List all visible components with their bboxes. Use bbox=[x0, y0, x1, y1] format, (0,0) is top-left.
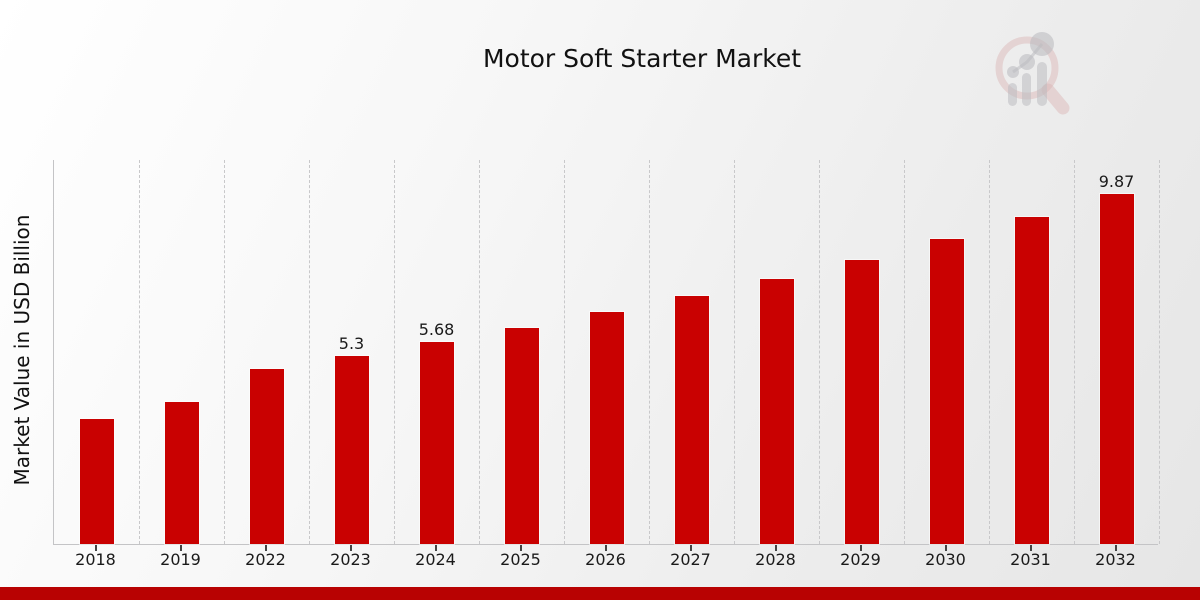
gridline bbox=[1159, 160, 1160, 544]
gridline bbox=[139, 160, 140, 544]
bar-2023 bbox=[334, 356, 369, 544]
bar-2030 bbox=[929, 239, 964, 544]
x-tick-label: 2022 bbox=[245, 550, 286, 569]
gridline bbox=[989, 160, 990, 544]
x-tick-label: 2027 bbox=[670, 550, 711, 569]
x-tick-label: 2023 bbox=[330, 550, 371, 569]
bar-2026 bbox=[589, 312, 624, 544]
magnifier-bar-chart-logo-icon bbox=[995, 32, 1070, 115]
bar-2022 bbox=[249, 369, 284, 544]
footer-accent-bar bbox=[0, 587, 1200, 600]
x-axis-tick bbox=[264, 545, 267, 551]
x-axis-tick bbox=[604, 545, 607, 551]
x-axis-tick bbox=[944, 545, 947, 551]
x-axis-tick bbox=[1114, 545, 1117, 551]
x-tick-label: 2018 bbox=[75, 550, 116, 569]
gridline bbox=[309, 160, 310, 544]
bar-2028 bbox=[759, 279, 794, 544]
x-tick-label: 2019 bbox=[160, 550, 201, 569]
bar-2019 bbox=[164, 402, 199, 544]
gridline bbox=[224, 160, 225, 544]
x-axis-tick bbox=[774, 545, 777, 551]
gridline bbox=[1074, 160, 1075, 544]
x-tick-label: 2032 bbox=[1095, 550, 1136, 569]
x-tick-label: 2030 bbox=[925, 550, 966, 569]
gridline bbox=[819, 160, 820, 544]
x-tick-label: 2025 bbox=[500, 550, 541, 569]
gridline bbox=[394, 160, 395, 544]
x-axis-tick bbox=[519, 545, 522, 551]
bar-value-label: 5.3 bbox=[338, 334, 365, 353]
x-axis-tick bbox=[689, 545, 692, 551]
bar-2032 bbox=[1099, 194, 1134, 544]
x-tick-label: 2028 bbox=[755, 550, 796, 569]
bar-2029 bbox=[844, 260, 879, 544]
bar-2025 bbox=[504, 328, 539, 544]
x-axis-tick bbox=[179, 545, 182, 551]
x-axis-tick bbox=[859, 545, 862, 551]
gridline bbox=[649, 160, 650, 544]
gridline bbox=[564, 160, 565, 544]
bar-2027 bbox=[674, 296, 709, 544]
gridline bbox=[904, 160, 905, 544]
gridline bbox=[479, 160, 480, 544]
bar-2024 bbox=[419, 342, 454, 544]
y-axis-label: Market Value in USD Billion bbox=[10, 214, 34, 486]
gridline bbox=[734, 160, 735, 544]
bar-value-label: 9.87 bbox=[1098, 172, 1135, 191]
bar-value-label: 5.68 bbox=[418, 320, 455, 339]
x-tick-label: 2024 bbox=[415, 550, 456, 569]
bar-2031 bbox=[1014, 217, 1049, 544]
x-tick-label: 2031 bbox=[1010, 550, 1051, 569]
x-tick-label: 2029 bbox=[840, 550, 881, 569]
x-axis-tick bbox=[434, 545, 437, 551]
x-tick-label: 2026 bbox=[585, 550, 626, 569]
bar-2018 bbox=[79, 419, 114, 544]
x-axis-tick bbox=[94, 545, 97, 551]
x-axis-tick bbox=[349, 545, 352, 551]
plot-area: 5.3 5.68 9.87 bbox=[53, 160, 1160, 545]
x-axis-tick bbox=[1029, 545, 1032, 551]
chart-title: Motor Soft Starter Market bbox=[482, 44, 802, 73]
